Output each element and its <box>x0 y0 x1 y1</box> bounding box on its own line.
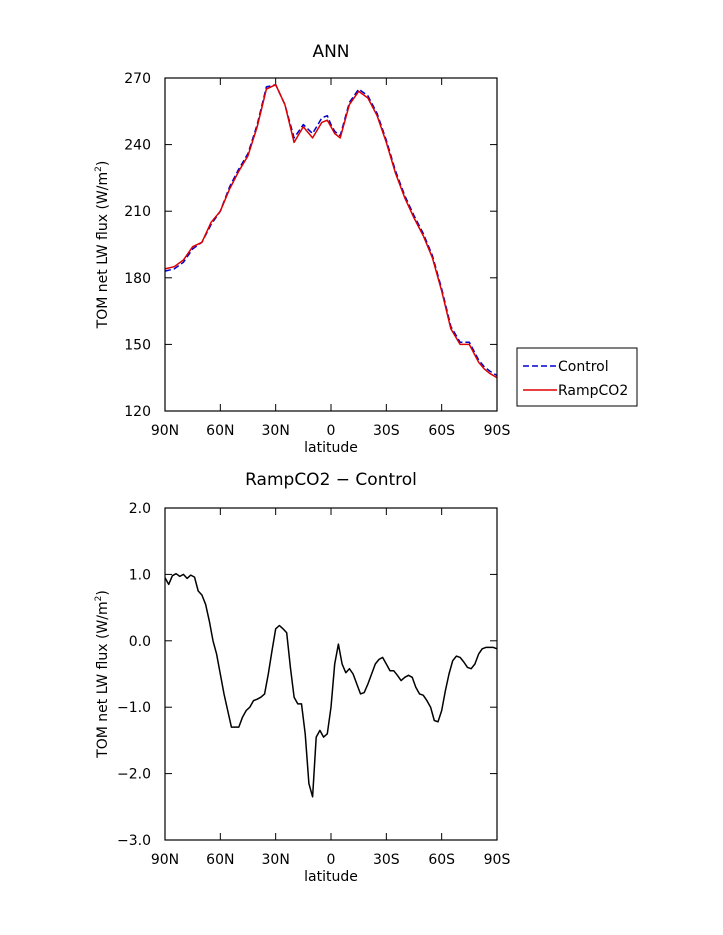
bottom-chart-xtick-label: 60S <box>428 852 455 868</box>
bottom-chart-xtick-label: 0 <box>327 852 336 868</box>
top-chart-xtick-label: 60S <box>428 423 455 439</box>
bottom-chart-panel: RampCO2 − Control 90N 60N 30N 0 30S 60S 90S −3.… <box>94 470 510 885</box>
top-chart-xtick-label: 30N <box>262 423 290 439</box>
bottom-chart-xtick-label: 30N <box>262 852 290 868</box>
top-chart-ytick-label: 120 <box>124 404 151 420</box>
top-chart-xtick-label: 90N <box>151 423 179 439</box>
bottom-chart-ylabel-main: TOM net LW flux (W/m <box>95 601 111 758</box>
top-chart-legend: Control RampCO2 <box>516 347 638 407</box>
top-chart-xtick-label: 0 <box>327 423 336 439</box>
top-chart-xtick-label: 60N <box>206 423 234 439</box>
bottom-chart-ylabel-sup: 2 <box>94 596 104 602</box>
top-chart-ytick-label: 150 <box>124 337 151 353</box>
top-chart-ylabel-main: TOM net LW flux (W/m <box>95 172 111 329</box>
top-chart-ytick-label: 180 <box>124 271 151 287</box>
top-chart-xtick-label: 90S <box>484 423 511 439</box>
top-chart-series <box>164 83 498 379</box>
top-chart-title: ANN <box>312 42 349 62</box>
top-chart-xtick-label: 30S <box>373 423 400 439</box>
bottom-chart-ylabel-end: ) <box>95 590 111 595</box>
top-chart-ytick-label: 270 <box>124 71 151 87</box>
bottom-chart-xlabel: latitude <box>304 869 358 885</box>
legend-label-rampco2: RampCO2 <box>558 383 628 399</box>
top-chart-series-line-rampco2 <box>164 83 498 379</box>
top-chart-ytick-label: 210 <box>124 204 151 220</box>
bottom-chart-xtick-label: 30S <box>373 852 400 868</box>
bottom-chart-ytick-label: −3.0 <box>117 833 151 849</box>
bottom-chart-xtick-label: 60N <box>206 852 234 868</box>
bottom-chart-ytick-label: −1.0 <box>117 700 151 716</box>
bottom-chart-ytick-label: −2.0 <box>117 767 151 783</box>
bottom-chart-ylabel: TOM net LW flux (W/m2) <box>94 590 111 759</box>
bottom-chart-xtick-label: 90S <box>484 852 511 868</box>
top-chart-ylabel: TOM net LW flux (W/m2) <box>94 161 111 330</box>
bottom-chart-title: RampCO2 − Control <box>245 470 417 490</box>
legend-label-control: Control <box>558 359 609 375</box>
bottom-chart-series <box>164 572 498 798</box>
bottom-chart-frame <box>164 507 498 841</box>
top-chart-ylabel-sup: 2 <box>94 166 104 172</box>
bottom-chart-series-line-0 <box>164 572 498 798</box>
bottom-chart-ytick-label: 2.0 <box>129 501 151 517</box>
bottom-chart-ticks: 90N 60N 30N 0 30S 60S 90S −3.0 −2.0 −1.0 0.0 1.0 2.0 <box>117 501 510 868</box>
top-chart-panel: ANN 90N 60N 30N 0 30S 60S 90S 120 150 180 210 240 27… <box>94 42 638 456</box>
top-chart-ytick-label: 240 <box>124 138 151 154</box>
bottom-chart-ytick-label: 1.0 <box>129 567 151 583</box>
top-chart-ylabel-end: ) <box>95 161 111 166</box>
bottom-chart-ytick-label: 0.0 <box>129 634 151 650</box>
top-chart-xlabel: latitude <box>304 440 358 456</box>
top-chart-frame <box>164 77 498 412</box>
top-chart-ticks: 90N 60N 30N 0 30S 60S 90S 120 150 180 210 240 270 <box>124 71 510 439</box>
bottom-chart-xtick-label: 90N <box>151 852 179 868</box>
legend-box <box>516 347 638 407</box>
